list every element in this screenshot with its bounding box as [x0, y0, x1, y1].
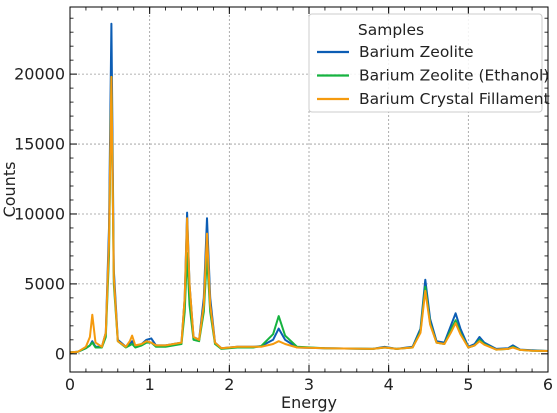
x-tick-label: 1 [145, 375, 155, 394]
plot-frame [69, 6, 549, 373]
x-tick-label: 4 [384, 375, 394, 394]
legend-title: Samples [358, 21, 424, 39]
y-tick-label: 20000 [14, 65, 65, 84]
legend: Samples Barium Zeolite Barium Zeolite (Et… [308, 13, 550, 113]
series-layer [69, 22, 549, 354]
legend-label-3: Barium Crystal Fillament [359, 90, 550, 108]
y-tick-label: 0 [55, 344, 65, 363]
y-tick-label: 10000 [14, 204, 65, 223]
x-tick-label: 5 [463, 375, 473, 394]
x-axis-title: Energy [281, 393, 337, 412]
y-axis-title: Counts [0, 162, 19, 218]
legend-box [308, 13, 543, 113]
y-tick-label: 5000 [24, 274, 65, 293]
x-tick-label: 6 [543, 375, 553, 394]
legend-label-1: Barium Zeolite [359, 43, 474, 61]
legend-label-2: Barium Zeolite (Ethanol) [359, 67, 549, 85]
x-tick-label: 2 [224, 375, 234, 394]
x-tick-label: 0 [65, 375, 75, 394]
y-tick-label: 15000 [14, 135, 65, 154]
x-tick-label: 3 [304, 375, 314, 394]
series-line-3 [69, 75, 549, 354]
